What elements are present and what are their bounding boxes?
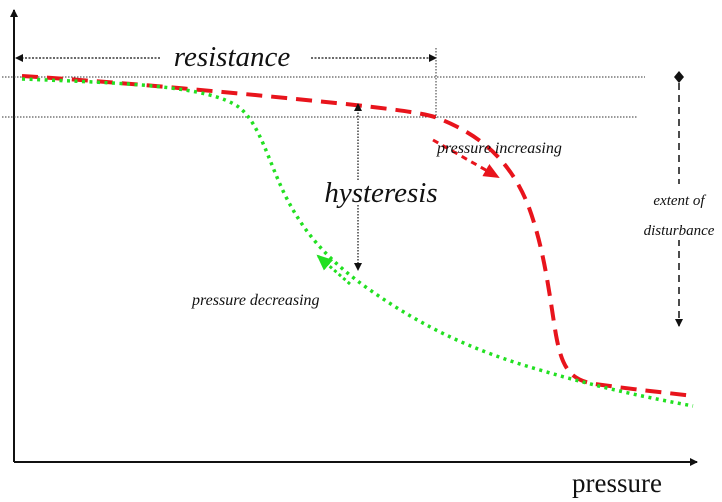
pressure-decreasing-label: pressure decreasing — [191, 292, 320, 309]
resistance-label: resistance — [174, 41, 291, 73]
extent-diamond-icon — [674, 71, 684, 83]
pressure-increasing-curve — [21, 74, 694, 398]
pressure-increasing-label: pressure increasing — [436, 140, 562, 157]
hysteresis-label: hysteresis — [324, 177, 437, 209]
x-axis-label: pressure — [572, 468, 662, 498]
pressure-decreasing-arrow — [316, 254, 351, 286]
pressure-increasing-arrow — [432, 138, 500, 179]
extent-label-line1: extent of — [653, 193, 706, 209]
extent-label-line2: disturbance — [644, 223, 715, 239]
pressure-decreasing-curve — [21, 77, 694, 408]
